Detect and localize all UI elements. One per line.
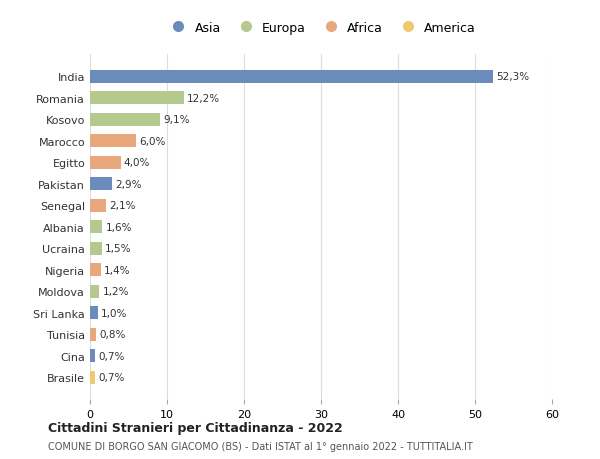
- Text: 9,1%: 9,1%: [163, 115, 190, 125]
- Text: 6,0%: 6,0%: [139, 136, 166, 146]
- Bar: [90, 285, 99, 298]
- Text: 0,7%: 0,7%: [98, 351, 125, 361]
- Bar: [90, 371, 95, 384]
- Text: 1,0%: 1,0%: [101, 308, 127, 318]
- Text: 1,5%: 1,5%: [104, 244, 131, 254]
- Bar: [90, 92, 184, 105]
- Text: 12,2%: 12,2%: [187, 94, 220, 104]
- Bar: [90, 178, 112, 191]
- Bar: [90, 135, 136, 148]
- Text: 52,3%: 52,3%: [496, 72, 529, 82]
- Text: 1,6%: 1,6%: [106, 222, 132, 232]
- Bar: [90, 263, 101, 276]
- Bar: [90, 349, 95, 362]
- Bar: [90, 221, 103, 234]
- Bar: [90, 307, 98, 319]
- Bar: [90, 113, 160, 127]
- Text: 1,4%: 1,4%: [104, 265, 130, 275]
- Text: COMUNE DI BORGO SAN GIACOMO (BS) - Dati ISTAT al 1° gennaio 2022 - TUTTITALIA.IT: COMUNE DI BORGO SAN GIACOMO (BS) - Dati …: [48, 441, 473, 451]
- Bar: [90, 71, 493, 84]
- Text: 0,8%: 0,8%: [99, 330, 125, 339]
- Text: Cittadini Stranieri per Cittadinanza - 2022: Cittadini Stranieri per Cittadinanza - 2…: [48, 421, 343, 434]
- Text: 4,0%: 4,0%: [124, 158, 150, 168]
- Text: 2,1%: 2,1%: [109, 201, 136, 211]
- Text: 0,7%: 0,7%: [98, 372, 125, 382]
- Text: 2,9%: 2,9%: [115, 179, 142, 189]
- Bar: [90, 328, 96, 341]
- Legend: Asia, Europa, Africa, America: Asia, Europa, Africa, America: [161, 17, 481, 39]
- Bar: [90, 242, 101, 255]
- Bar: [90, 199, 106, 212]
- Bar: [90, 157, 121, 169]
- Text: 1,2%: 1,2%: [103, 286, 129, 297]
